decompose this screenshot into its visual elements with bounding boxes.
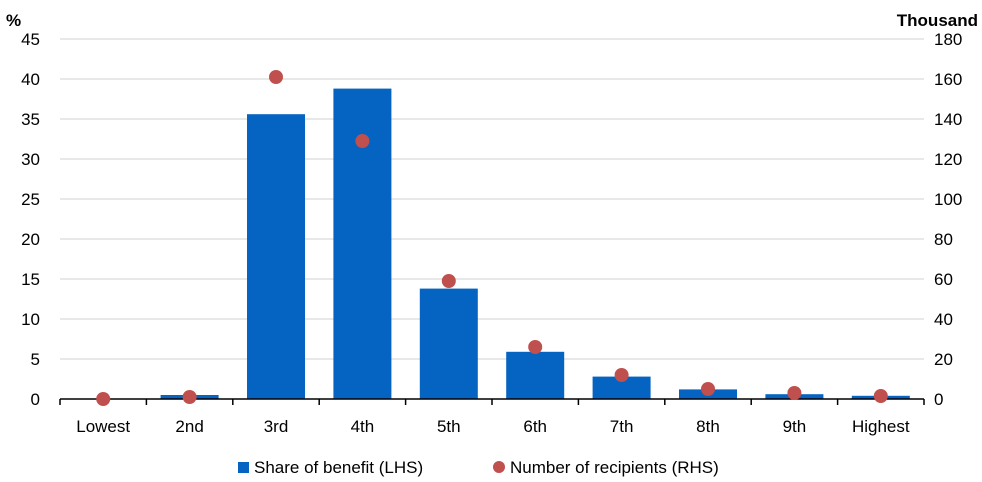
bar-3rd (247, 114, 305, 399)
point-2nd (182, 390, 197, 404)
right-axis-unit: Thousand (897, 11, 978, 30)
category-label: Highest (852, 417, 910, 436)
category-label: Lowest (76, 417, 130, 436)
point-5th (441, 274, 456, 288)
right-tick-label: 100 (934, 190, 962, 209)
left-tick-label: 5 (31, 350, 40, 369)
left-tick-label: 20 (21, 230, 40, 249)
left-tick-label: 15 (21, 270, 40, 289)
legend-label-share-of-benefit: Share of benefit (LHS) (254, 458, 423, 477)
left-tick-label: 0 (31, 390, 40, 409)
legend: Share of benefit (LHS) Number of recipie… (238, 458, 719, 477)
category-label: 7th (610, 417, 634, 436)
right-tick-label: 140 (934, 110, 962, 129)
point-7th (614, 368, 629, 382)
bar-5th (419, 288, 478, 399)
left-tick-label: 30 (21, 150, 40, 169)
left-tick-label: 35 (21, 110, 40, 129)
point-6th (528, 340, 543, 354)
right-tick-label: 40 (934, 310, 953, 329)
category-label: 6th (523, 417, 547, 436)
left-axis-unit: % (6, 11, 21, 30)
point-4th (355, 134, 370, 148)
legend-swatch-share-of-benefit (238, 462, 249, 473)
category-label: 3rd (264, 417, 289, 436)
bar-6th (506, 351, 565, 399)
legend-label-number-of-recipients: Number of recipients (RHS) (510, 458, 719, 477)
point-3rd (269, 70, 283, 84)
axis-layer (59, 398, 925, 405)
right-tick-label: 20 (934, 350, 953, 369)
right-tick-label: 60 (934, 270, 953, 289)
category-label: 2nd (175, 417, 203, 436)
grid-layer (60, 38, 924, 360)
point-highest (873, 389, 888, 403)
point-9th (787, 386, 802, 400)
point-8th (701, 382, 715, 396)
bar-7th (592, 376, 651, 399)
legend-marker-number-of-recipients (493, 461, 505, 473)
left-tick-label: 25 (21, 190, 40, 209)
category-label: 9th (783, 417, 807, 436)
label-layer: % Thousand 0 5 10 15 20 25 30 35 40 45 0 20 40 60 80 10… (6, 11, 978, 436)
right-tick-label: 80 (934, 230, 953, 249)
left-tick-label: 10 (21, 310, 40, 329)
category-label: 5th (437, 417, 461, 436)
point-layer (96, 70, 888, 406)
category-label: 8th (696, 417, 720, 436)
category-label: 4th (351, 417, 375, 436)
right-tick-label: 160 (934, 70, 962, 89)
right-tick-label: 120 (934, 150, 962, 169)
right-tick-label: 180 (934, 30, 962, 49)
left-tick-label: 45 (21, 30, 40, 49)
point-lowest (96, 392, 111, 406)
left-tick-label: 40 (21, 70, 40, 89)
right-tick-label: 0 (934, 390, 943, 409)
